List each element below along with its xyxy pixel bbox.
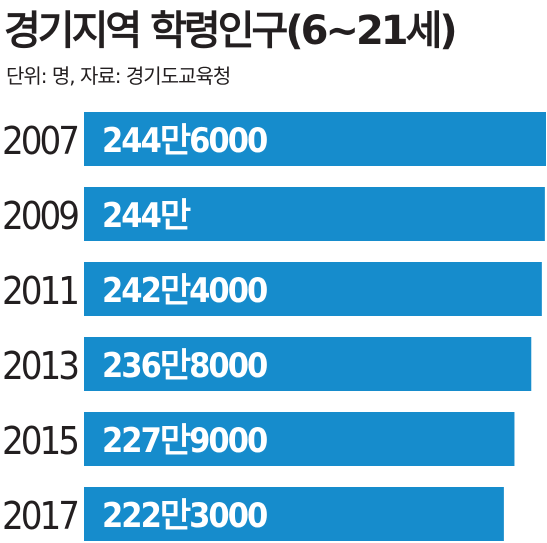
category-label: 2009 bbox=[2, 194, 78, 238]
bar bbox=[84, 337, 532, 391]
category-label: 2007 bbox=[2, 119, 77, 163]
bar bbox=[84, 262, 542, 316]
chart-subtitle: 단위: 명, 자료: 경기도교육청 bbox=[6, 64, 231, 88]
data-label: 227만9000 bbox=[102, 421, 267, 461]
data-label: 222만3000 bbox=[102, 496, 267, 536]
category-label: 2017 bbox=[2, 494, 77, 538]
bar bbox=[84, 187, 545, 241]
chart-title: 경기지역 학령인구(6~21세) bbox=[4, 8, 458, 54]
category-label: 2013 bbox=[2, 344, 78, 388]
bar bbox=[84, 412, 515, 466]
data-label: 244만6000 bbox=[102, 121, 267, 161]
category-label: 2015 bbox=[2, 419, 77, 463]
data-label: 242만4000 bbox=[102, 271, 267, 311]
bar bbox=[84, 487, 504, 541]
category-label: 2011 bbox=[2, 269, 77, 313]
data-label: 236만8000 bbox=[102, 346, 267, 386]
data-label: 244만 bbox=[102, 196, 191, 236]
bar bbox=[84, 112, 546, 166]
